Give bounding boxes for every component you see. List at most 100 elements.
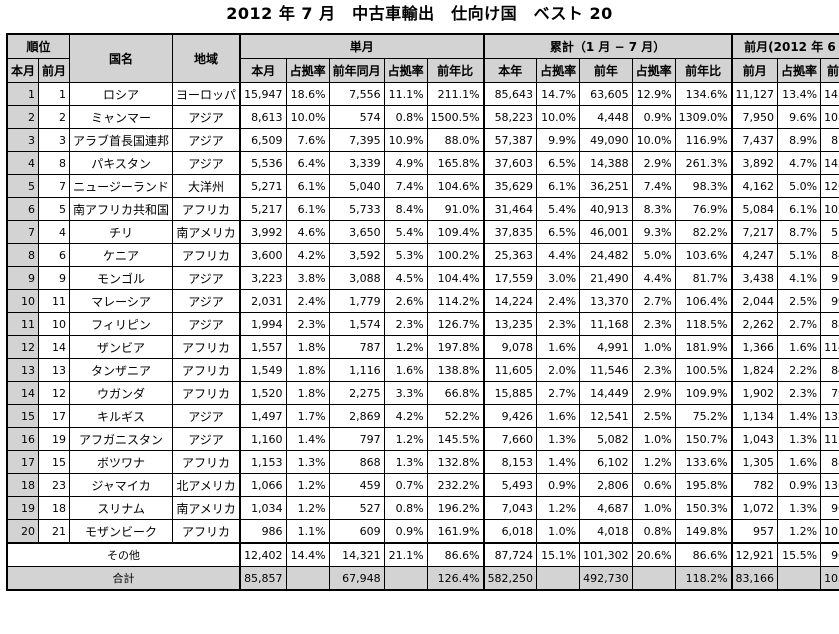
cumulative-cell: 85,643 <box>482 82 538 106</box>
monthly-cell: 7,556 <box>328 82 385 106</box>
region-name: アジア <box>172 312 241 336</box>
cumulative-cell: 134.6% <box>674 82 733 106</box>
country-name: タンザニア <box>69 358 174 382</box>
cumulative-col-header: 前年比 <box>674 58 733 83</box>
region-name: アジア <box>172 266 241 290</box>
this-month-rank: 19 <box>6 496 40 520</box>
country-header: 国名 <box>69 33 174 83</box>
monthly-cell: 100.2% <box>426 243 485 267</box>
monthly-cell: 1,779 <box>328 289 385 313</box>
country-name: マレーシア <box>69 289 174 313</box>
table-row: 17 15 ボツワナ アフリカ 1,153 1.3% 868 1.3% 132.8% 8,153 1… <box>6 450 839 474</box>
prev-month-cell: 2.7% <box>777 312 822 336</box>
monthly-cell: 165.8% <box>426 151 485 175</box>
country-name: ニュージーランド <box>69 174 174 198</box>
this-month-rank: 14 <box>6 381 40 405</box>
monthly-cell: 15,947 <box>239 82 287 106</box>
prev-month-cell: 2.2% <box>777 358 822 382</box>
cumulative-cell: 261.3% <box>674 151 733 175</box>
total-monthly-cell: 67,948 <box>328 566 385 591</box>
monthly-cell: 787 <box>328 335 385 359</box>
prev-month-cell: 79.9% <box>820 381 839 405</box>
table-row: 1 1 ロシア ヨーロッパ 15,947 18.6% 7,556 11.1% 211.1% 85,… <box>6 82 839 106</box>
table-row: 19 18 スリナム 南アメリカ 1,034 1.2% 527 0.8% 196.2% 7,043… <box>6 496 839 520</box>
monthly-cell: 126.7% <box>426 312 485 336</box>
this-month-rank: 3 <box>6 128 40 152</box>
region-header: 地域 <box>172 33 241 83</box>
cumulative-cell: 10.0% <box>631 128 676 152</box>
prev-month-header: 前月(2012 年 6 月) <box>730 33 839 59</box>
monthly-cell: 0.7% <box>383 473 428 497</box>
cumulative-cell: 58,223 <box>482 105 538 129</box>
table-row: 3 3 アラブ首長国連邦 アジア 6,509 7.6% 7,395 10.9% 88.0% 57,… <box>6 128 839 152</box>
cumulative-cell: 12,541 <box>579 404 633 428</box>
cumulative-cell: 5,082 <box>579 427 633 451</box>
monthly-cell: 1.2% <box>285 496 330 520</box>
this-month-rank: 13 <box>6 358 40 382</box>
monthly-cell: 10.0% <box>285 105 330 129</box>
cumulative-col-header: 前年 <box>579 58 633 83</box>
monthly-cell: 0.8% <box>383 496 428 520</box>
cumulative-cell: 1.0% <box>536 519 581 544</box>
cumulative-cell: 24,482 <box>579 243 633 267</box>
monthly-cell: 3.3% <box>383 381 428 405</box>
cumulative-cell: 3.0% <box>536 266 581 290</box>
cumulative-cell: 9.9% <box>536 128 581 152</box>
total-label: 合計 <box>5 566 241 591</box>
monthly-cell: 1500.5% <box>426 105 485 129</box>
cumulative-cell: 14.7% <box>536 82 581 106</box>
total-row: 合計 85,857 67,948 126.4% 582,250 492,730 118.2%… <box>5 566 839 591</box>
cumulative-cell: 1.6% <box>536 404 581 428</box>
prev-month-rank-header: 前月 <box>38 58 71 83</box>
monthly-cell: 5,217 <box>239 197 287 221</box>
monthly-col-header: 本月 <box>239 58 287 83</box>
prev-month-cell: 4,162 <box>730 174 779 198</box>
monthly-cell: 4.5% <box>383 266 428 290</box>
table-row: 18 23 ジャマイカ 北アメリカ 1,066 1.2% 459 0.7% 232.2% 5,49… <box>6 473 839 497</box>
prev-month-cell: 1.6% <box>777 335 822 359</box>
cumulative-cell: 14,224 <box>482 289 538 313</box>
cumulative-cell: 0.9% <box>631 105 676 129</box>
prev-month-cell: 111.2% <box>820 427 839 451</box>
cumulative-cell: 116.9% <box>674 128 733 152</box>
region-name: アフリカ <box>172 450 241 474</box>
this-month-rank: 12 <box>6 335 40 359</box>
prev-month-cell: 11,127 <box>730 82 779 106</box>
cumulative-cell: 37,835 <box>482 220 538 244</box>
monthly-cell: 3,650 <box>328 220 385 244</box>
prev-month-rank: 10 <box>38 312 71 336</box>
table-row: 14 12 ウガンダ アフリカ 1,520 1.8% 2,275 3.3% 66.8% 15,88… <box>6 381 839 405</box>
cumulative-cell: 2.3% <box>631 312 676 336</box>
cumulative-cell: 106.4% <box>674 289 733 313</box>
prev-month-rank: 13 <box>38 358 71 382</box>
this-month-rank: 20 <box>6 519 40 544</box>
prev-month-cell: 782 <box>730 473 779 497</box>
cumulative-cell: 11,605 <box>482 358 538 382</box>
cumulative-cell: 103.6% <box>674 243 733 267</box>
export-ranking-table: 順位 国名 地域 単月 累計（1 月 − 7 月） 前月(2012 年 6 月)… <box>5 33 839 591</box>
cumulative-cell: 1.2% <box>536 496 581 520</box>
prev-col-header: 前月 <box>730 58 779 83</box>
table-row: 11 10 フィリピン アジア 1,994 2.3% 1,574 2.3% 126.7% 13,2… <box>6 312 839 336</box>
cumulative-cell: 12.9% <box>631 82 676 106</box>
region-name: アフリカ <box>172 335 241 359</box>
table-row: 6 5 南アフリカ共和国 アフリカ 5,217 6.1% 5,733 8.4% 91.0% 31,… <box>6 197 839 221</box>
prev-month-rank: 17 <box>38 404 71 428</box>
prev-month-cell: 7,437 <box>730 128 779 152</box>
prev-month-cell: 99.4% <box>820 289 839 313</box>
prev-month-cell: 2,044 <box>730 289 779 313</box>
monthly-cell: 459 <box>328 473 385 497</box>
table-row: 7 4 チリ 南アメリカ 3,992 4.6% 3,650 5.4% 109.4% 37,835 6… <box>6 220 839 244</box>
monthly-cell: 196.2% <box>426 496 485 520</box>
country-name: モザンビーク <box>69 519 174 544</box>
monthly-col-header: 前年同月 <box>328 58 385 83</box>
total-cumulative-cell <box>631 566 676 591</box>
monthly-cell: 138.8% <box>426 358 485 382</box>
monthly-cell: 88.0% <box>426 128 485 152</box>
monthly-cell: 114.2% <box>426 289 485 313</box>
prev-month-cell: 88.4% <box>820 450 839 474</box>
prev-month-rank: 15 <box>38 450 71 474</box>
other-prev-cell: 96.0% <box>820 542 839 567</box>
region-name: アジア <box>172 105 241 129</box>
total-prev-cell: 103.2% <box>820 566 839 591</box>
